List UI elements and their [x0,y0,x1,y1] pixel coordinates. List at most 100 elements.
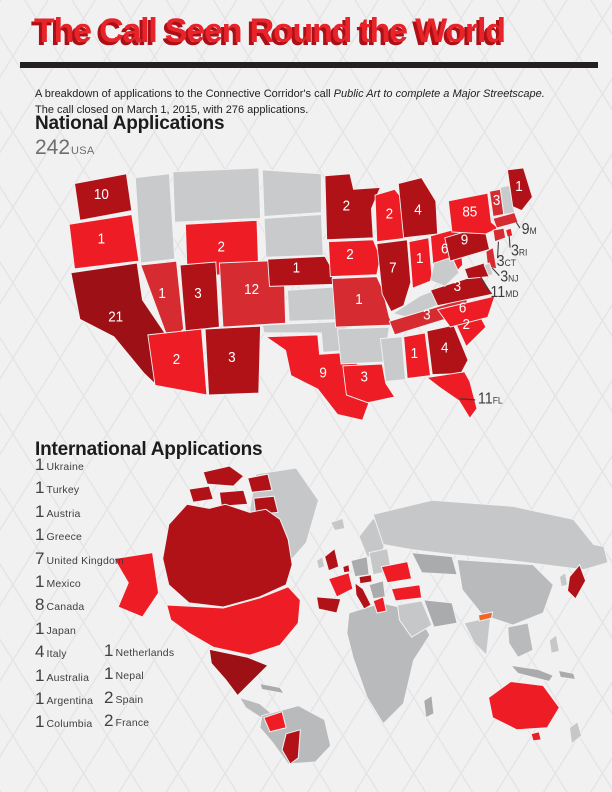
country-name: United Kingdom [46,554,124,567]
state-OR [68,213,140,270]
country-name: Italy [46,648,67,661]
callout-MD: 11MD [490,283,518,301]
country-philippines [548,634,560,654]
state-MD [463,262,491,280]
state-value-label: 2 [386,205,394,222]
state-MI [397,177,439,239]
state-NC [436,295,496,328]
country-argentina [281,729,301,764]
callout-line [497,241,499,259]
country-iran [423,599,458,628]
divider-bar [20,62,598,68]
country-france [327,572,354,598]
country-name: Japan [46,624,77,637]
country-middle-east [396,600,433,638]
country-name: Spain [115,693,144,706]
country-list-item: 4 Italy [35,642,124,665]
state-NM [204,325,262,396]
country-count: 1 [35,525,45,545]
country-list-item: 2 France [104,711,174,734]
state-RI [505,227,514,238]
country-count: 1 [104,664,114,684]
state-DE [483,262,494,277]
state-value-label: 7 [389,259,397,276]
country-count: 1 [104,641,114,660]
state-value-label: 2 [173,350,181,367]
country-count: 1 [35,665,45,685]
state-VA [429,274,494,307]
country-count: 1 [35,688,45,708]
country-name: Nepal [115,670,144,683]
country-name: Greece [46,531,83,544]
state-value-label: 21 [108,308,123,325]
usa-choropleth-map: 10121132122391221271463142639853139MA3RI… [62,166,536,428]
country-list-item: 1 Greece [35,525,124,548]
state-IA [328,239,381,278]
state-AL [403,332,431,380]
country-central-asia [410,552,458,576]
callout-line [515,221,521,229]
state-ID [134,173,176,264]
country-list-item: 1 Argentina [35,689,124,712]
country-list-item: 8 Canada [35,595,124,618]
international-heading: International Applications [35,439,263,460]
country-mexico [208,648,269,697]
state-IL [376,239,412,313]
callout-NJ: 3NJ [500,268,518,286]
country-nepal [477,611,494,622]
state-SD [263,214,324,258]
country-count: 1 [35,455,45,474]
country-netherlands [342,564,351,574]
country-name: Columbia [46,718,93,731]
country-new-zealand [568,720,583,745]
state-CT [492,227,507,243]
callout-line [491,267,500,277]
state-value-label: 1 [355,290,363,307]
state-FL [425,371,478,420]
callout-line [480,276,490,292]
country-china [456,559,554,626]
country-spain [315,596,342,614]
country-indonesia [557,669,577,681]
state-ME [506,167,533,212]
country-list-item: 1 Mexico [35,572,124,595]
country-list-item: 1 Nepal [104,664,174,687]
country-canada-islands [218,489,249,507]
state-value-label: 9 [319,364,327,381]
country-list-item: 1 Austria [35,502,124,525]
country-name: Ukraine [46,461,85,473]
country-tasmania [530,731,542,742]
country-name: France [115,717,150,730]
state-MO [331,276,394,328]
country-count: 4 [35,642,45,662]
state-value-label: 3 [361,368,369,385]
intro-text: A breakdown of applications to the Conne… [35,87,595,119]
country-count: 1 [35,712,45,732]
state-value-label: 10 [94,185,109,202]
national-total-unit: USA [71,145,95,157]
state-value-label: 2 [217,238,225,255]
state-value-label: 4 [441,339,449,356]
country-indonesia [509,664,555,683]
country-count: 2 [104,687,114,707]
world-choropleth-map [106,462,612,764]
country-list-item: 1 Netherlands [104,641,174,664]
country-ukraine [380,561,413,584]
country-canada-islands [188,485,214,503]
state-NV [140,260,185,344]
country-list-item: 1 Turkey [35,478,124,501]
intro-line2: The call closed on March 1, 2015, with 2… [35,103,309,116]
country-count: 1 [35,618,45,638]
country-alaska [113,552,160,618]
country-count: 1 [35,501,45,521]
state-MT [172,167,262,223]
country-southeast-asia [507,622,534,658]
country-japan [566,563,587,600]
state-value-label: 85 [462,203,477,220]
country-colombia [263,711,287,733]
country-name: Turkey [46,484,80,497]
country-list-item: 7 United Kingdom [35,549,124,572]
country-list-item: 1 Australia [35,666,124,689]
callout-RI: 3RI [511,242,527,260]
country-italy [354,581,372,610]
